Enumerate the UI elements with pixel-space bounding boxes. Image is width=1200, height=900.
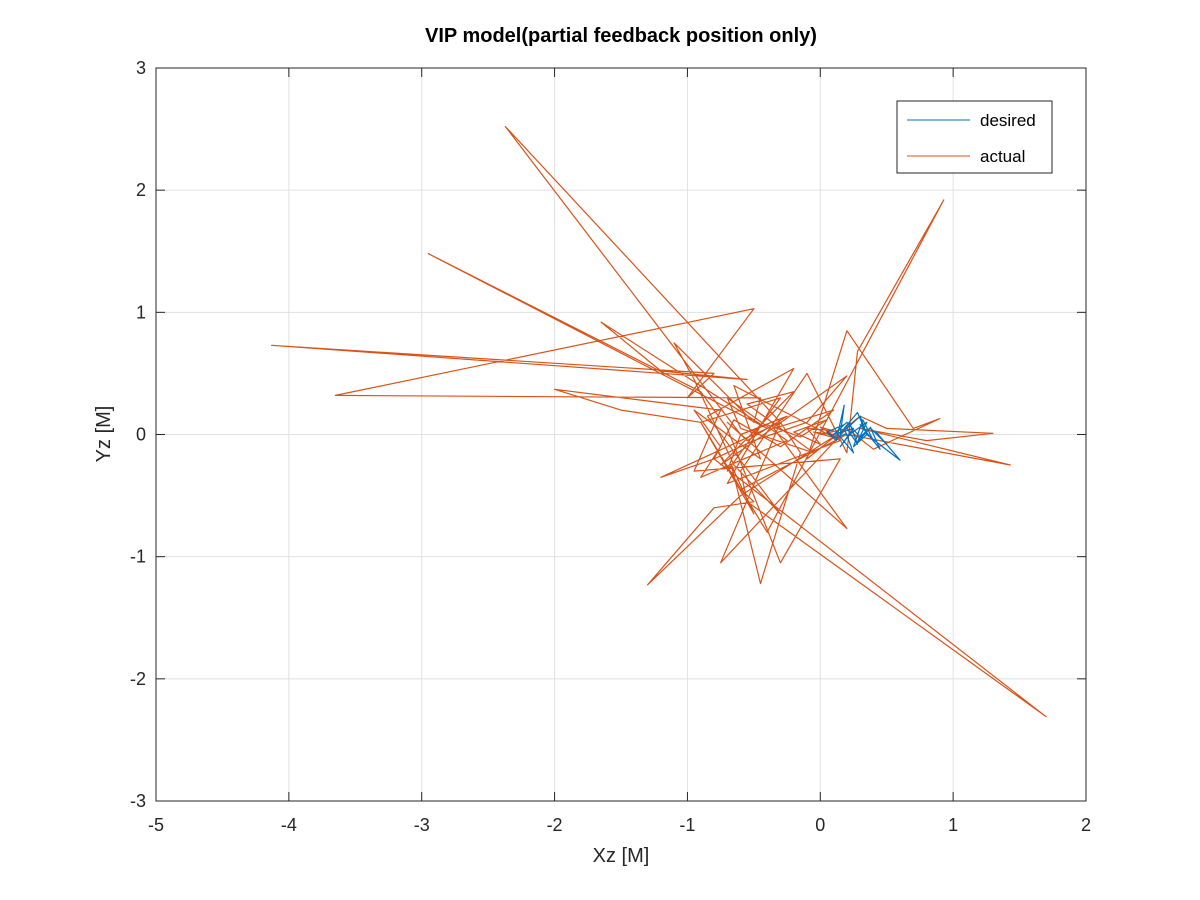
x-tick-label: -3	[414, 815, 430, 835]
axis-ticks: -5 -4 -3 -2 -1 0 1 2 -3 -2 -1 0 1 2 3	[130, 58, 1091, 835]
y-tick-label: 0	[136, 425, 146, 445]
series-line-desired	[826, 404, 901, 461]
x-axis-label: Xz [M]	[593, 845, 650, 867]
legend-box	[896, 100, 1053, 174]
y-tick-label: -3	[130, 791, 146, 811]
plot-area	[271, 125, 1047, 718]
y-tick-label: -1	[130, 547, 146, 567]
y-tick-label: -2	[130, 669, 146, 689]
x-tick-label: -5	[148, 815, 164, 835]
y-tick-label: 1	[136, 302, 146, 322]
legend: desired actual	[896, 100, 1053, 174]
x-tick-label: -2	[547, 815, 563, 835]
x-tick-label: 0	[815, 815, 825, 835]
x-tick-label: 2	[1081, 815, 1091, 835]
legend-label-actual: actual	[980, 147, 1025, 166]
x-tick-label: 1	[948, 815, 958, 835]
y-tick-label: 3	[136, 58, 146, 78]
grid	[156, 68, 1086, 801]
chart-title: VIP model(partial feedback position only…	[425, 25, 817, 47]
x-tick-label: -4	[281, 815, 297, 835]
y-tick-label: 2	[136, 180, 146, 200]
y-axis-label: Yz [M]	[93, 406, 115, 463]
x-tick-label: -1	[679, 815, 695, 835]
legend-label-desired: desired	[980, 111, 1036, 130]
series-line-actual	[271, 125, 1047, 718]
